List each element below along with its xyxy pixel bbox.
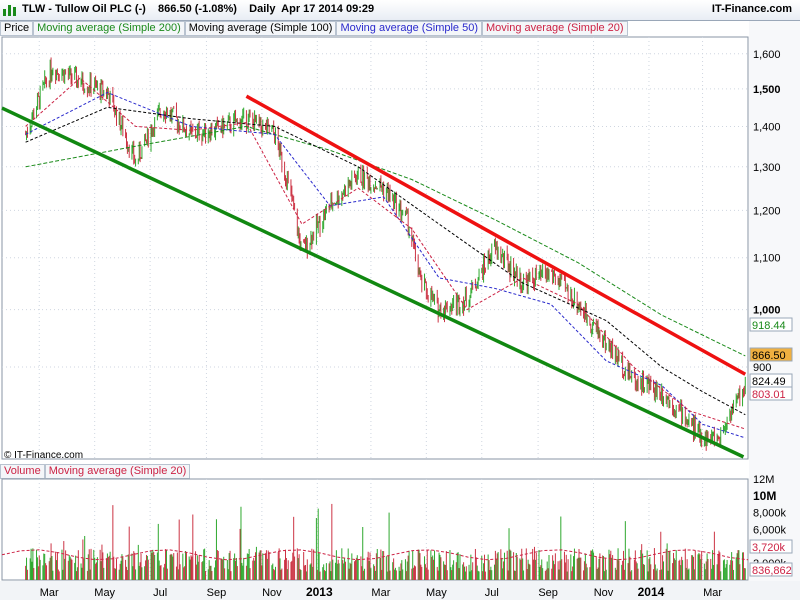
price-tick-label: 1,400 [753,121,781,133]
volume-badge-box [749,539,793,554]
price-legend: Price Moving average (Simple 200) Moving… [0,21,628,36]
title-bar: TLW - Tullow Oil PLC (-) 866.50 (-1.08%)… [0,0,800,21]
legend-price[interactable]: Price [0,21,34,36]
volume-legend: Volume Moving average (Simple 20) [0,464,191,479]
price-tick-label: 1,100 [753,253,781,265]
date-tick-label: 2013 [306,585,333,599]
date-tick-label: Nov [262,587,282,599]
moving-average-line [25,125,746,357]
price-badge-box [749,347,793,362]
volume-tick-label: 10M [753,489,776,503]
trendline [245,94,747,376]
date-tick-label: Sep [207,587,227,599]
legend-sma50[interactable]: Moving average (Simple 50) [336,21,483,36]
date-tick-label: Mar [40,587,59,599]
date-tick-label: May [94,587,115,599]
date-tick-label: 2014 [638,585,665,599]
price-tick-label: 1,500 [753,84,781,96]
value-axis-band [749,21,800,581]
price-tick-label: 900 [753,362,771,374]
price-badge: 824.49 [752,376,786,388]
volume-badge-box [749,562,793,577]
date-tick-label: May [426,587,447,599]
price-tick-label: 1,300 [753,162,781,174]
date-tick-label: Jul [153,587,167,599]
chart-title: TLW - Tullow Oil PLC (-) 866.50 (-1.08%)… [22,3,375,15]
price-badge: 803.01 [752,389,786,401]
price-badge: 918.44 [752,320,786,332]
legend-sma200[interactable]: Moving average (Simple 200) [33,21,185,36]
price-tick-label: 1,000 [753,305,781,317]
trendline [1,106,745,459]
price-badge-box [749,386,793,401]
moving-average-line [25,91,746,439]
date-tick-label: Jul [485,587,499,599]
legend-sma100[interactable]: Moving average (Simple 100) [184,21,337,36]
price-tick-label: 1,600 [753,49,781,61]
price-panel [1,36,749,460]
volume-moving-average-line [1,549,749,561]
copyright-label: © IT-Finance.com [4,450,84,461]
date-tick-label: Mar [371,587,390,599]
volume-tick-label: 8,000k [753,508,787,520]
date-tick-label: Nov [594,587,614,599]
volume-badge: 836,862 [752,565,792,577]
volume-tick-label: 6,000k [753,525,787,537]
date-axis-band [0,581,800,600]
price-tick-label: 1,200 [753,205,781,217]
date-tick-label: Mar [703,587,722,599]
price-badge-box [749,317,793,332]
volume-badge: 3,720k [752,542,786,554]
legend-sma20[interactable]: Moving average (Simple 20) [482,21,628,36]
brand-label: IT-Finance.com [711,3,792,15]
bar-chart-logo-icon [3,5,16,16]
volume-tick-label: 12M [753,474,774,486]
price-badge: 866.50 [752,350,786,362]
moving-average-line [25,77,746,430]
date-tick-label: Sep [538,587,558,599]
